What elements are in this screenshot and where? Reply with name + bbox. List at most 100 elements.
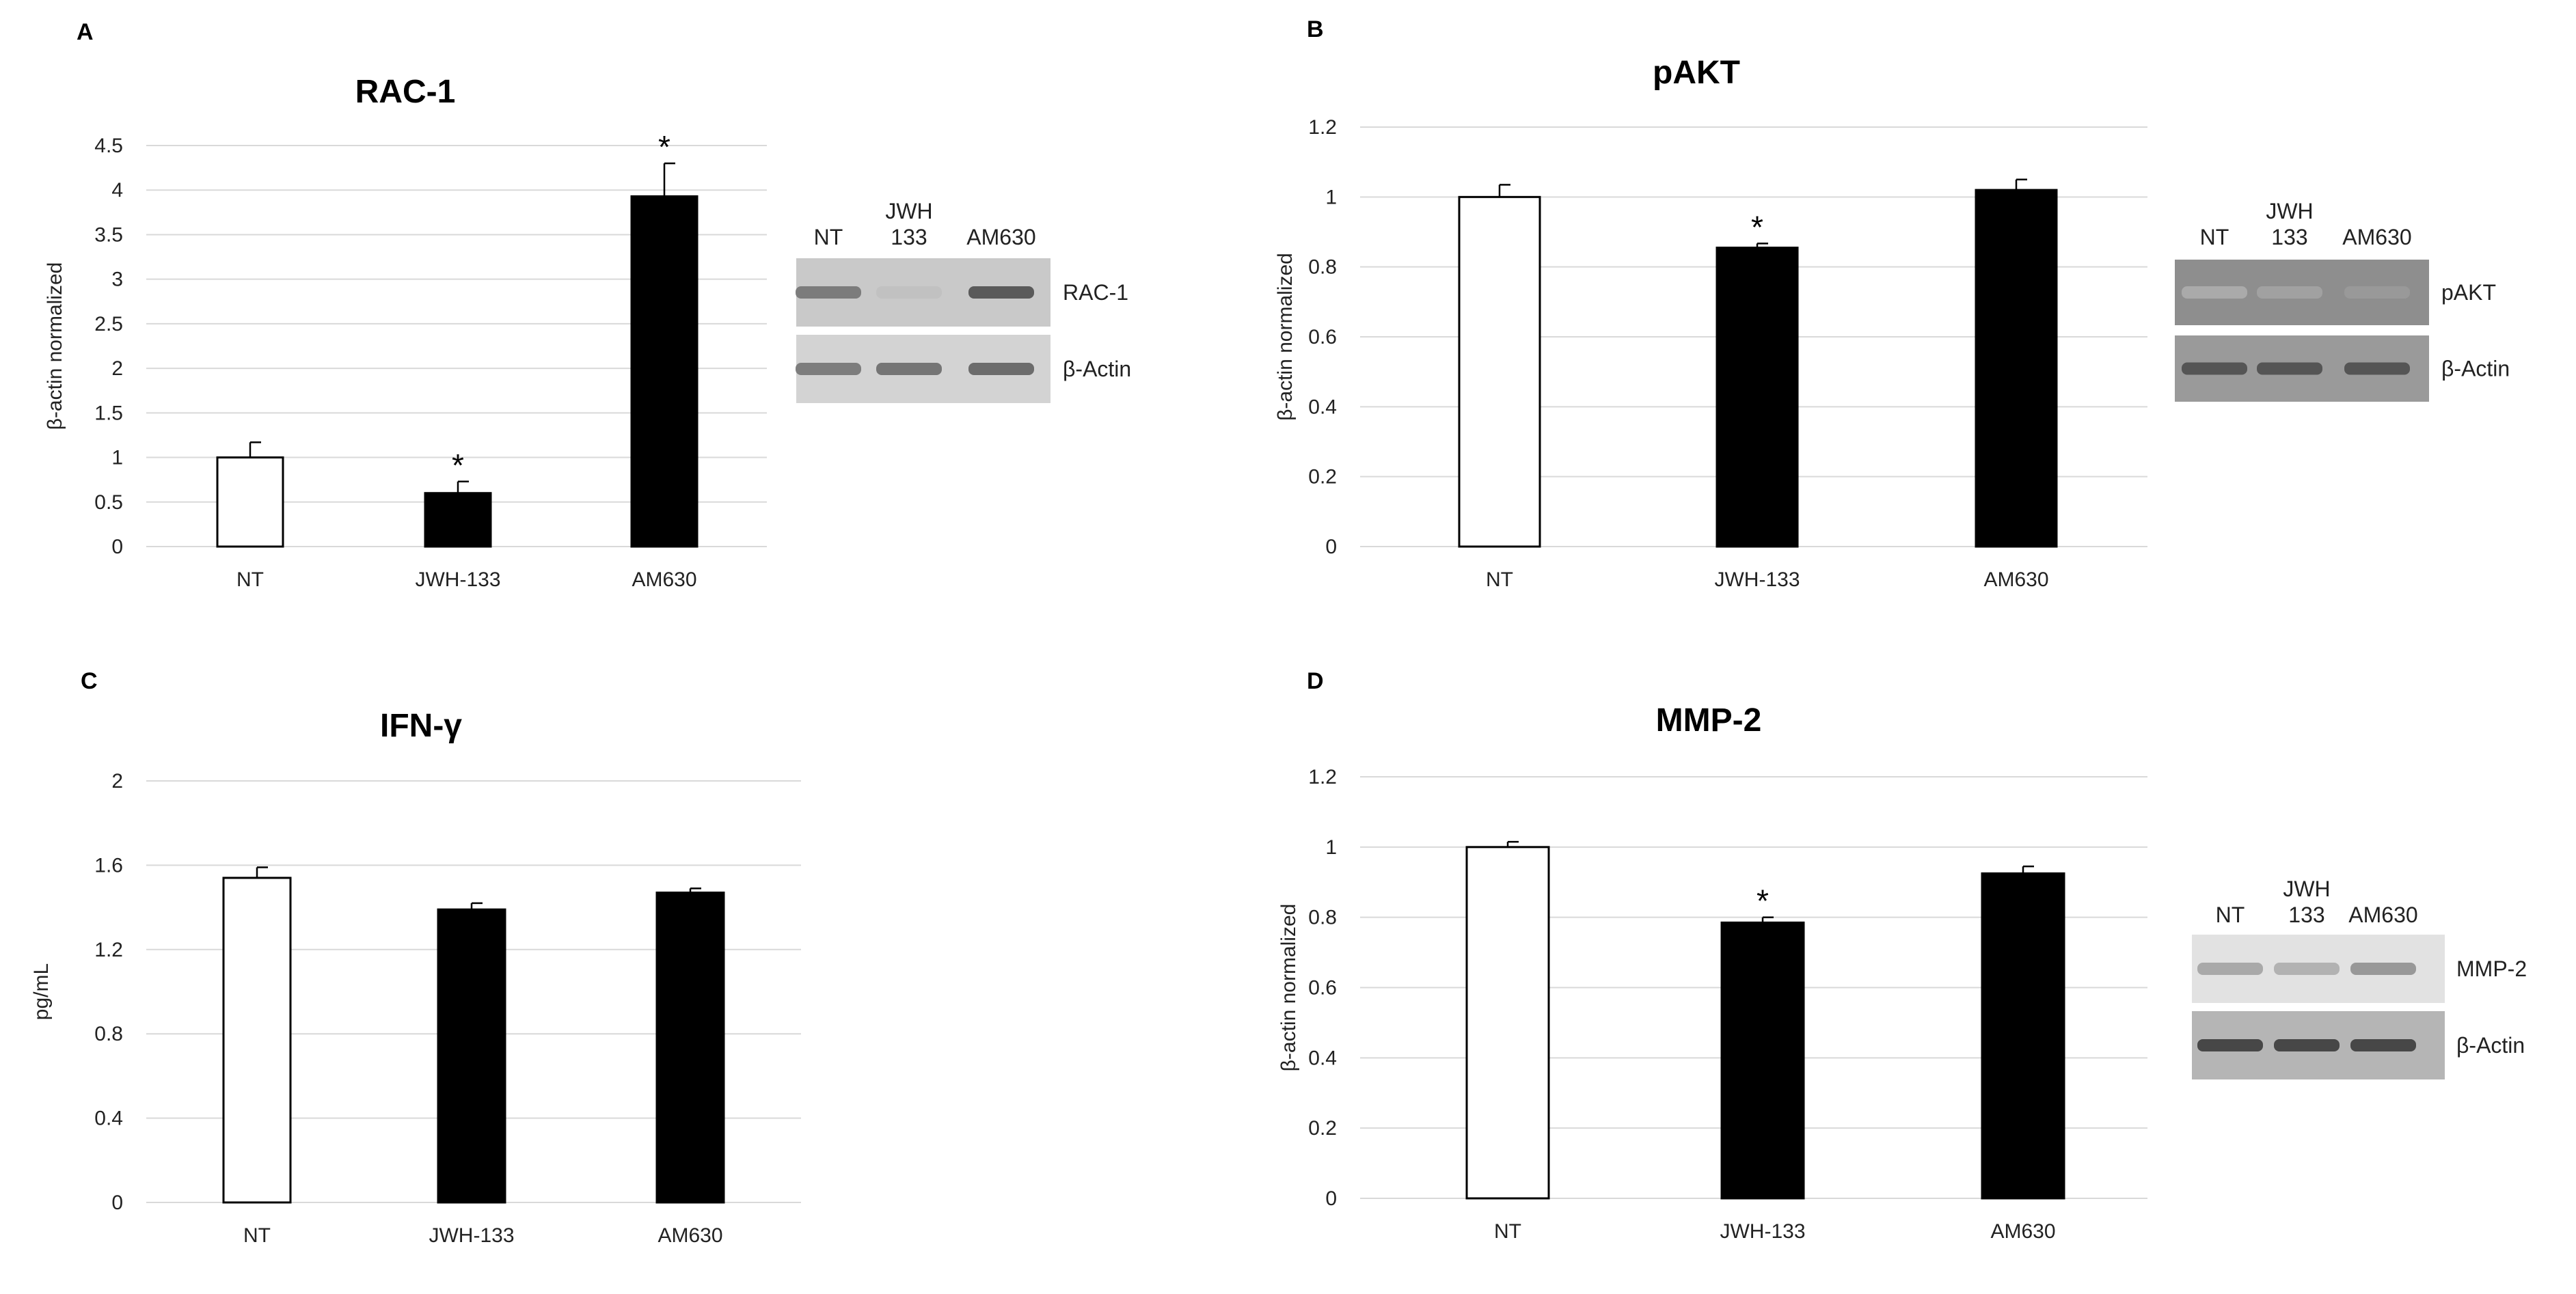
blot-band (2350, 963, 2416, 975)
x-tick-label: NT (236, 568, 264, 591)
blot-row-label: MMP-2 (2456, 956, 2527, 981)
blot-band (2257, 286, 2322, 299)
blot-band (2197, 1039, 2263, 1051)
bar-jwh-133 (1716, 247, 1799, 548)
y-tick-label: 1.2 (94, 939, 123, 961)
bar-jwh-133 (1720, 921, 1805, 1200)
blot-band (2197, 963, 2263, 975)
y-tick-label: 0.4 (94, 1107, 123, 1130)
y-tick-label: 0.6 (1308, 977, 1337, 1000)
y-tick-label: 0.4 (1308, 1047, 1337, 1069)
blot-band (796, 286, 861, 299)
panel-letter: D (1307, 668, 1324, 694)
y-tick-label: 0.2 (1308, 466, 1337, 488)
y-tick-label: 1.2 (1308, 766, 1337, 788)
panel-letter: C (81, 668, 98, 694)
x-tick-label: NT (1486, 568, 1513, 591)
x-tick-label: NT (243, 1224, 271, 1247)
y-tick-label: 2.5 (94, 313, 123, 335)
bar-am630 (630, 195, 699, 548)
x-tick-label: AM630 (1983, 568, 2048, 591)
chart-title: IFN-γ (380, 708, 462, 744)
y-axis-label: β-actin normalized (1277, 904, 1300, 1072)
y-tick-label: 0.8 (1308, 907, 1337, 929)
blot-band (2182, 286, 2247, 299)
y-tick-label: 4.5 (94, 135, 123, 157)
significance-marker: * (1757, 883, 1769, 919)
x-tick-label: AM630 (1990, 1220, 2055, 1243)
y-tick-label: 1.6 (94, 854, 123, 877)
y-tick-label: 0 (111, 536, 123, 558)
blot-lane-label: AM630 (2348, 903, 2417, 927)
bar-nt (1458, 195, 1541, 548)
y-axis-label: β-actin normalized (1274, 253, 1297, 421)
blot-row-label: pAKT (2441, 280, 2496, 305)
blot-band (2350, 1039, 2416, 1051)
blot-row-label: RAC-1 (1063, 280, 1128, 305)
chart-title: pAKT (1653, 55, 1740, 91)
blot-band (968, 363, 1034, 375)
x-tick-label: AM630 (632, 568, 696, 591)
blot-band (876, 363, 942, 375)
panel-letter: A (77, 19, 94, 45)
panel-letter: B (1307, 16, 1324, 42)
y-tick-label: 0 (1325, 1187, 1337, 1210)
blot-lane-label: JWH (2266, 199, 2313, 223)
y-tick-label: 0.5 (94, 491, 123, 514)
blot-row-label: β-Actin (1063, 357, 1131, 381)
blot-row-label: β-Actin (2456, 1033, 2525, 1058)
blot-band (876, 286, 942, 299)
bar-jwh-133 (424, 492, 492, 548)
y-axis-label: β-actin normalized (44, 262, 66, 430)
panel-d: D MMP-2 0 0.2 0.4 0.6 0.8 1 1.2 β-actin normalize… (1277, 668, 2527, 1243)
blot-band (2344, 286, 2410, 299)
y-tick-label: 4 (111, 179, 123, 202)
blot-lane-label: AM630 (966, 225, 1035, 249)
x-tick-label: JWH-133 (1720, 1220, 1805, 1243)
y-tick-label: 3 (111, 269, 123, 291)
y-tick-label: 1 (1325, 836, 1337, 859)
y-axis-label: pg/mL (30, 963, 53, 1020)
chart-title: MMP-2 (1656, 702, 1762, 739)
blot-lane-label: NT (2200, 225, 2229, 249)
y-tick-label: 0.8 (94, 1023, 123, 1045)
blot-band (796, 363, 861, 375)
y-tick-label: 3.5 (94, 223, 123, 246)
bar-nt (1465, 846, 1550, 1200)
y-tick-label: 2 (111, 357, 123, 380)
chart-title: RAC-1 (355, 74, 456, 110)
y-tick-label: 0.2 (1308, 1117, 1337, 1140)
y-tick-label: 1.5 (94, 402, 123, 424)
bar-nt (216, 456, 284, 548)
y-tick-label: 1.2 (1308, 116, 1337, 139)
x-tick-label: NT (1494, 1220, 1521, 1243)
x-tick-label: JWH-133 (429, 1224, 514, 1247)
bar-am630 (1981, 872, 2065, 1200)
x-tick-label: JWH-133 (1714, 568, 1800, 591)
bar-am630 (1975, 189, 2058, 548)
y-tick-label: 0 (111, 1192, 123, 1214)
blot-lane-label: AM630 (2342, 225, 2411, 249)
blot-band (2257, 362, 2322, 375)
significance-marker: * (1751, 209, 1763, 245)
x-tick-label: AM630 (657, 1224, 722, 1247)
x-tick-label: JWH-133 (415, 568, 500, 591)
blot-lane-label: JWH (885, 199, 932, 223)
blot-lane-label: NT (814, 225, 843, 249)
blot-row-label: β-Actin (2441, 357, 2510, 381)
bar-am630 (655, 892, 725, 1204)
significance-marker: * (452, 448, 464, 483)
blot-lane-label: 133 (2288, 903, 2324, 927)
blot-lane-label: 133 (891, 225, 927, 249)
bar-nt (222, 877, 292, 1204)
significance-marker: * (658, 129, 670, 165)
blot-lane-label: NT (2216, 903, 2245, 927)
panel-c: C IFN-γ 0 0.4 0.8 1.2 1.6 2 pg/mL NT JWH-133 AM630 (30, 668, 801, 1247)
blot-band (2344, 362, 2410, 375)
blot-lane-label: JWH (2283, 877, 2330, 901)
